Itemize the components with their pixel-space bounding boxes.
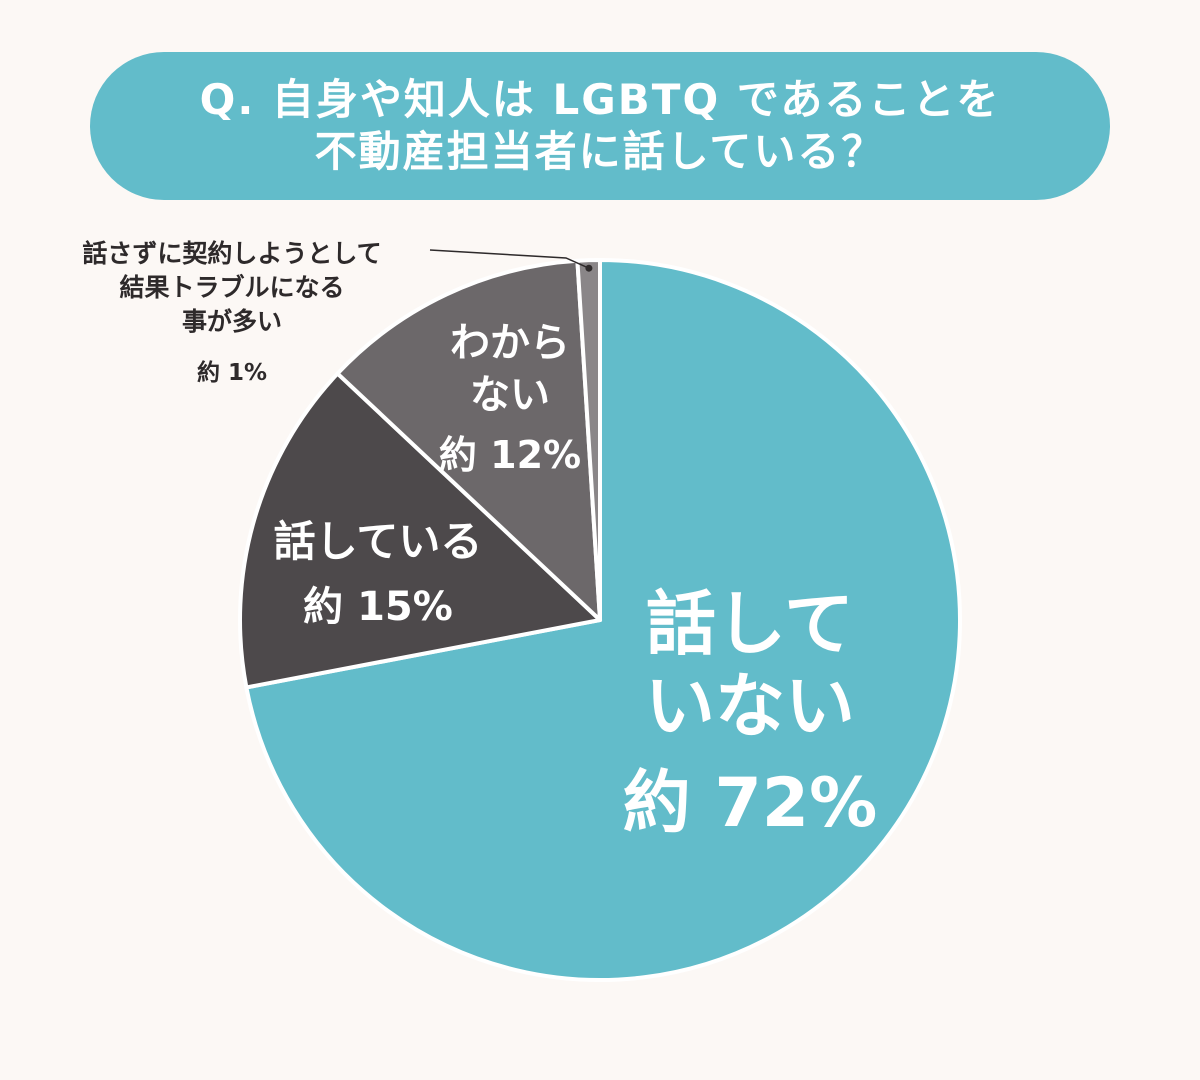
slice-label-4-line-2: 結果トラブルになる (119, 273, 344, 302)
pie-slices (238, 258, 962, 982)
slice-label-4-line-3: 事が多い (182, 307, 282, 336)
callout-leader-dot (585, 264, 593, 272)
slice-label-3-line-2: ない (470, 372, 550, 418)
slice-value-4: 約 1% (197, 359, 267, 386)
pie-slice-2 (238, 371, 602, 690)
slice-label-4-line-1: 話さずに契約しようとして (82, 239, 381, 268)
callout-leader-line (429, 249, 590, 269)
slice-value-2: 約 15% (303, 584, 453, 630)
question-banner: Q. 自身や知人は LGBTQ であることを 不動産担当者に話している？ (90, 52, 1110, 200)
pie-slice-4 (575, 258, 602, 622)
question-title: Q. 自身や知人は LGBTQ であることを 不動産担当者に話している？ (200, 74, 1001, 178)
pie-slice-1 (244, 258, 962, 982)
slice-value-3: 約 12% (439, 433, 581, 477)
pie-slice-3 (335, 258, 602, 622)
slice-label-2-line-1: 話している (274, 517, 483, 566)
question-title-line-1: Q. 自身や知人は LGBTQ であることを (199, 74, 1001, 124)
slice-label-1-line-1: 話して (646, 583, 854, 665)
slice-label-1-line-2: いない (645, 665, 855, 747)
question-title-line-2: 不動産担当者に話している？ (314, 127, 886, 176)
slice-value-1: 約 72% (623, 764, 877, 843)
slice-label-3-line-1: わから (450, 320, 570, 366)
